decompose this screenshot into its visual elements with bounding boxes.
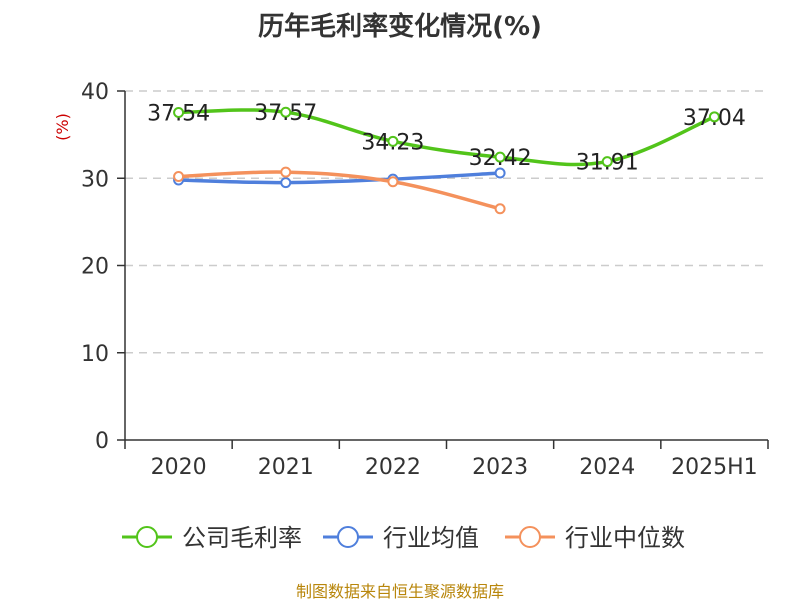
point-0-2020	[173, 106, 185, 118]
series-line-2	[176, 170, 502, 211]
legend-marker-0	[136, 526, 158, 548]
data-label-2022: 34.23	[361, 130, 424, 155]
y-tick-label-30: 30	[81, 167, 109, 192]
y-tick-label-10: 10	[81, 342, 109, 367]
series-line-0	[176, 108, 717, 167]
legend-label-0: 公司毛利率	[182, 524, 302, 552]
point-1-2023	[494, 167, 506, 179]
data-label-2024: 31.91	[576, 151, 639, 176]
legend-marker-2	[519, 526, 541, 548]
data-label-2025H1: 37.04	[683, 106, 746, 131]
x-tick-label-2020: 2020	[151, 455, 207, 480]
source-note: 制图数据来自恒生聚源数据库	[295, 582, 504, 601]
point-2-2023	[494, 203, 506, 215]
chart-title: 历年毛利率变化情况(%)	[258, 12, 542, 42]
y-axis-label: (%)	[53, 113, 72, 141]
point-0-2025H1	[708, 111, 720, 123]
x-tick-label-2025H1: 2025H1	[671, 455, 758, 480]
y-tick-label-40: 40	[81, 80, 109, 105]
series-layer	[173, 106, 720, 215]
legend: 公司毛利率 行业均值 行业中位数	[122, 524, 685, 552]
legend-label-1: 行业均值	[383, 524, 479, 552]
x-tick-label-2022: 2022	[365, 455, 421, 480]
point-2-2021	[280, 166, 292, 178]
axis-layer: 0 10 20 30 40 2020 2021 2022 2023 2024 2025H1 (%)	[53, 80, 769, 480]
point-2-2022	[387, 176, 399, 188]
x-tick-label-2021: 2021	[258, 455, 314, 480]
series-line-1	[176, 171, 502, 185]
x-tick-label-2023: 2023	[472, 455, 528, 480]
data-label-2020: 37.54	[147, 101, 210, 126]
data-label-2021: 37.57	[254, 101, 317, 126]
label-layer: 37.54 37.57 34.23 32.42 31.91 37.04	[147, 101, 746, 175]
y-tick-label-0: 0	[95, 429, 109, 454]
x-tick-label-2024: 2024	[579, 455, 635, 480]
point-0-2024	[601, 156, 613, 168]
grid-layer	[125, 90, 768, 354]
y-tick-label-20: 20	[81, 255, 109, 280]
point-1-2021	[280, 177, 292, 189]
point-0-2021	[280, 106, 292, 118]
legend-marker-1	[337, 526, 359, 548]
point-0-2023	[494, 151, 506, 163]
point-0-2022	[387, 135, 399, 147]
legend-label-2: 行业中位数	[565, 524, 685, 552]
data-label-2023: 32.42	[469, 146, 532, 171]
point-2-2020	[173, 171, 185, 183]
